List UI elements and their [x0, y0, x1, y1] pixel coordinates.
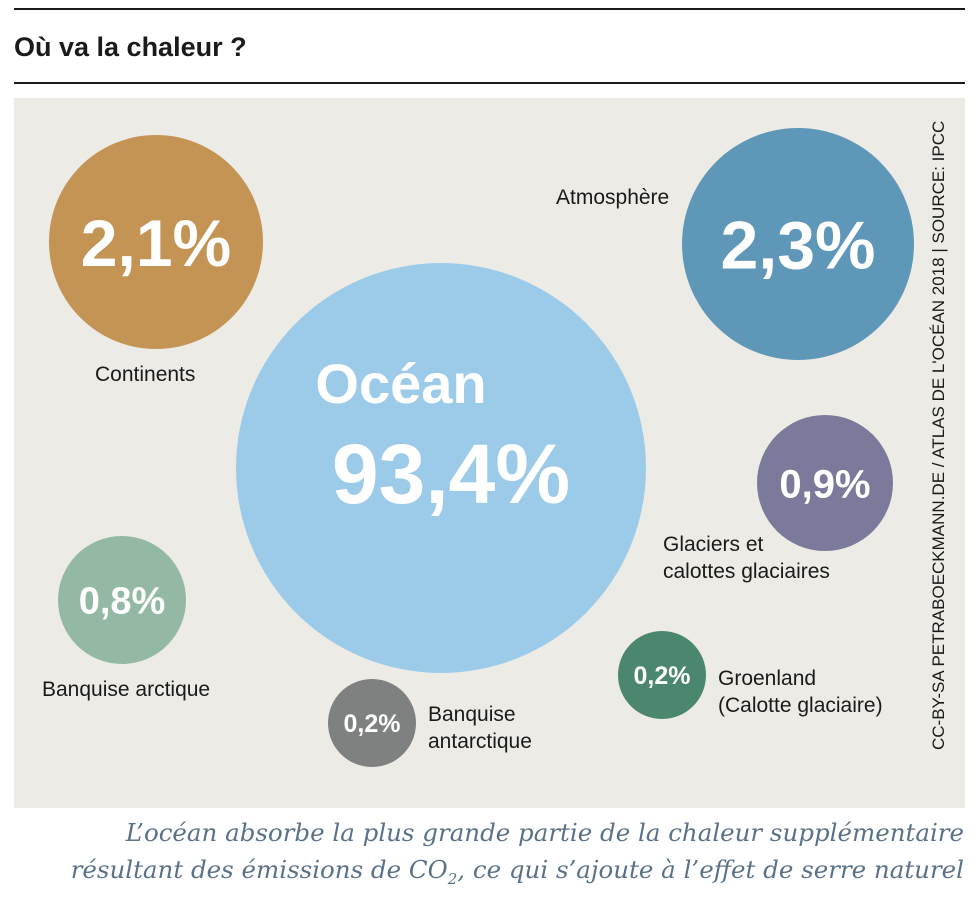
label-antarctique-line2: antarctique [428, 730, 532, 753]
label-glaciers-line2: calottes glaciaires [663, 560, 830, 583]
label-groenland-line2: (Calotte glaciaire) [718, 694, 883, 717]
chart-panel: Océan 93,4% 2,3% 2,1% 0,9% 0,8% 0,2% 0,2% Atmos… [14, 98, 965, 808]
title-rule [14, 82, 965, 84]
label-banquise-arctique: Banquise arctique [42, 678, 211, 701]
label-glaciers-line1: Glaciers et [663, 533, 764, 556]
bubble-value-banquise-antarctique: 0,2% [344, 710, 401, 738]
label-glaciers: Glaciers et calottes glaciaires [663, 531, 830, 585]
caption-line2: résultant des émissions de CO2, ce qui s… [14, 851, 964, 898]
bubble-label-ocean: Océan [315, 352, 486, 415]
bubble-value-ocean: 93,4% [332, 427, 570, 521]
bubble-chart: Océan 93,4% 2,3% 2,1% 0,9% 0,8% 0,2% 0,2% [49, 128, 914, 767]
caption-line2-pre: résultant des émissions de CO [70, 855, 448, 884]
bubble-value-glaciers: 0,9% [779, 462, 870, 506]
label-groenland-line1: Groenland [718, 667, 817, 690]
bubble-value-banquise-arctique: 0,8% [79, 581, 166, 623]
label-antarctique-line1: Banquise [428, 703, 516, 726]
chart-title: Où va la chaleur ? [14, 32, 247, 62]
bubble-groenland [618, 631, 706, 719]
label-atmosphere: Atmosphère [556, 186, 670, 209]
caption-line1: L’océan absorbe la plus grande partie de… [125, 818, 964, 847]
bubble-banquise-antarctique [328, 679, 416, 767]
label-groenland: Groenland (Calotte glaciaire) [718, 665, 883, 719]
bubble-continents [49, 135, 263, 349]
bubble-atmosphere [682, 128, 914, 360]
caption-line2-post: , ce qui s’ajoute à l’effet de serre nat… [457, 855, 964, 884]
bubble-glaciers [757, 415, 893, 551]
bubble-value-continents: 2,1% [81, 206, 231, 280]
figure-caption: L’océan absorbe la plus grande partie de… [14, 814, 964, 898]
source-credit: CC-BY-SA PETRABOECKMANN.DE / ATLAS DE L'… [929, 120, 948, 750]
label-banquise-antarctique: Banquise antarctique [428, 701, 532, 755]
bubble-value-groenland: 0,2% [634, 662, 691, 690]
bubble-banquise-arctique [58, 536, 186, 664]
label-continents: Continents [95, 363, 196, 386]
bubble-value-atmosphere: 2,3% [721, 207, 876, 283]
top-rule [14, 8, 965, 10]
caption-co2-subscript: 2 [447, 869, 458, 888]
bubble-ocean [236, 263, 646, 673]
